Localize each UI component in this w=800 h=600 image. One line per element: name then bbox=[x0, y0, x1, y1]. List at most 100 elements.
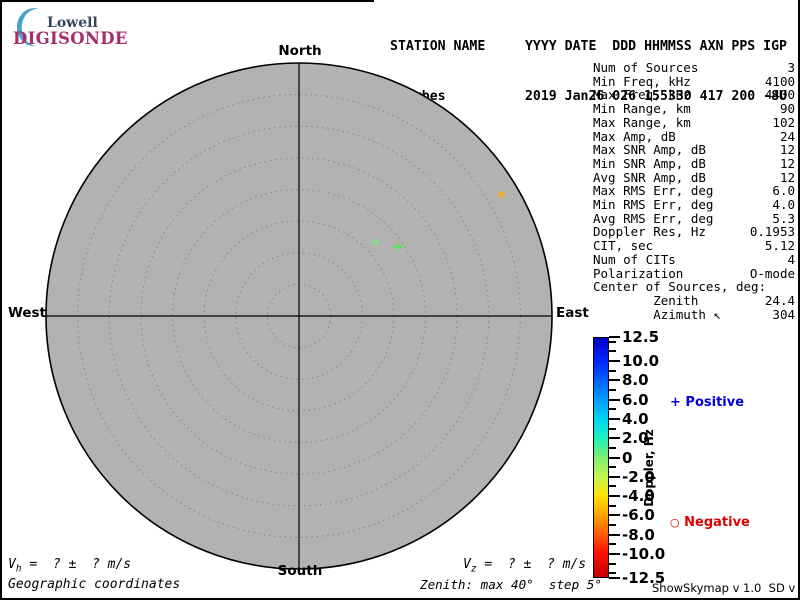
colorbar-minor-tick bbox=[609, 389, 616, 392]
colorbar-major-tick bbox=[609, 379, 620, 382]
vh-symbol: V bbox=[8, 557, 16, 572]
stat-label: Min Freq, kHz bbox=[593, 73, 691, 89]
colorbar-major-tick bbox=[609, 417, 620, 420]
stat-row: CIT, sec 5.12 bbox=[593, 239, 795, 253]
stat-label: Max Freq, kHz bbox=[593, 87, 691, 103]
logo-digisonde: DIGISONDE bbox=[13, 29, 128, 48]
stat-label: Zenith bbox=[593, 292, 699, 308]
stat-row: Max Freq, kHz 4400 bbox=[593, 88, 795, 102]
stat-label: CIT, sec bbox=[593, 238, 654, 254]
stat-row: Zenith 24.4 bbox=[593, 294, 795, 308]
vz-symbol: V bbox=[463, 557, 471, 572]
vz-subscript: z bbox=[470, 563, 477, 575]
vh-value: = ? ± ? m/s bbox=[21, 557, 132, 572]
stat-value: 12 bbox=[779, 169, 795, 185]
stat-label: Max Range, km bbox=[593, 114, 691, 130]
frame-border-right bbox=[798, 0, 800, 600]
stat-label: Doppler Res, Hz bbox=[593, 224, 706, 240]
colorbar-minor-tick bbox=[609, 408, 616, 411]
frame-border-left bbox=[0, 0, 2, 600]
stat-value: O-mode bbox=[749, 265, 795, 281]
colorbar-tick-label: 12.5 bbox=[622, 328, 660, 346]
horizontal-velocity-readout: Vh = ? ± ? m/s bbox=[8, 557, 131, 575]
stat-row: Doppler Res, Hz 0.1953 bbox=[593, 225, 795, 239]
stat-label: Avg SNR Amp, dB bbox=[593, 169, 706, 185]
compass-label-south: South bbox=[277, 563, 323, 579]
stat-value: 4 bbox=[787, 251, 795, 267]
colorbar-minor-tick bbox=[609, 340, 616, 343]
colorbar-major-tick bbox=[609, 336, 620, 338]
colorbar-minor-tick bbox=[609, 562, 616, 565]
stat-row: Azimuth ↖ 304 bbox=[593, 306, 795, 322]
colorbar-major-tick bbox=[609, 577, 620, 579]
legend-positive-label: Positive bbox=[680, 395, 745, 410]
stat-row: Max Range, km 102 bbox=[593, 116, 795, 130]
colorbar-major-tick bbox=[609, 398, 620, 401]
stat-row: Max Amp, dB 24 bbox=[593, 128, 795, 144]
stat-row: Max RMS Err, deg 6.0 bbox=[593, 184, 795, 198]
stat-value: 90 bbox=[779, 101, 795, 117]
stat-row: Min Range, km 90 bbox=[593, 102, 795, 116]
software-version: ShowSkymap v 1.0 SD v 5.1 bbox=[652, 581, 800, 595]
colorbar-tick-label: 2.0 bbox=[622, 429, 649, 448]
stat-value: 24.4 bbox=[764, 292, 795, 308]
logo-lowell: Lowell bbox=[47, 15, 98, 31]
stat-label: Min SNR Amp, dB bbox=[593, 155, 706, 171]
colorbar-major-tick bbox=[609, 533, 620, 536]
stat-value: 4100 bbox=[764, 73, 795, 89]
stat-label: Polarization bbox=[593, 265, 684, 281]
colorbar-tick-label: 0 bbox=[622, 448, 633, 467]
zenith-rings bbox=[77, 94, 521, 538]
stat-label: Num of CITs bbox=[593, 251, 676, 267]
header-columns-line: STATION NAME YYYY DATE DDD HHMMSS AXN PP… bbox=[390, 39, 787, 54]
zenith-ring bbox=[140, 157, 458, 475]
colorbar-minor-tick bbox=[609, 369, 616, 372]
colorbar-minor-tick bbox=[609, 543, 616, 546]
legend-negative-label: Negative bbox=[679, 515, 750, 530]
vz-value: = ? ± ? m/s bbox=[476, 557, 587, 572]
colorbar-tick-label: -10.0 bbox=[622, 544, 666, 563]
circle-marker-icon: ○ bbox=[670, 516, 680, 529]
zenith-ring bbox=[108, 125, 490, 507]
colorbar-major-tick bbox=[609, 437, 620, 440]
stat-value: 0.1953 bbox=[749, 224, 795, 240]
stat-label: Avg RMS Err, deg bbox=[593, 210, 714, 226]
stat-label: Azimuth ↖ bbox=[593, 306, 721, 322]
stat-value: 3 bbox=[787, 60, 795, 75]
stat-label: Min RMS Err, deg bbox=[593, 197, 714, 213]
colorbar-minor-tick bbox=[609, 523, 616, 526]
legend-negative: ○ Negative bbox=[670, 515, 750, 530]
compass-label-east: East bbox=[556, 305, 589, 321]
colorbar-minor-tick bbox=[609, 504, 616, 507]
stat-row: Center of Sources, deg: bbox=[593, 280, 795, 294]
colorbar-major-tick bbox=[609, 360, 620, 363]
stat-value: 304 bbox=[772, 306, 795, 322]
stats-panel: Num of Sources 3 Min Freq, kHz 4100 Max Freq… bbox=[593, 61, 795, 321]
stat-label: Center of Sources, deg: bbox=[593, 279, 767, 295]
stat-value: 4.0 bbox=[772, 197, 795, 213]
source-point bbox=[497, 191, 505, 198]
colorbar-minor-tick bbox=[609, 572, 616, 575]
colorbar-tick-label: 6.0 bbox=[622, 390, 649, 409]
plus-marker-icon: + bbox=[670, 395, 681, 410]
stat-row: Num of Sources 3 bbox=[593, 61, 795, 75]
zenith-ring bbox=[266, 283, 332, 349]
stat-row: Max SNR Amp, dB 12 bbox=[593, 143, 795, 157]
skymap-disk bbox=[45, 62, 553, 570]
stat-value: 6.0 bbox=[772, 183, 795, 199]
compass-label-west: West bbox=[7, 305, 46, 321]
colorbar-tick-label: -12.5 bbox=[622, 569, 666, 587]
colorbar-major-tick bbox=[609, 514, 620, 517]
stat-value: 102 bbox=[772, 114, 795, 130]
station-header: STATION NAME YYYY DATE DDD HHMMSS AXN PP… bbox=[390, 6, 787, 138]
legend-positive: + Positive bbox=[670, 395, 744, 410]
zenith-ring bbox=[172, 189, 426, 443]
frame-border-bottom bbox=[0, 598, 800, 600]
stat-value: 24 bbox=[779, 128, 795, 144]
stat-row: Polarization O-mode bbox=[593, 265, 795, 281]
stat-label: Max RMS Err, deg bbox=[593, 183, 714, 199]
colorbar-minor-tick bbox=[609, 485, 616, 488]
colorbar-major-tick bbox=[609, 552, 620, 555]
colorbar-gradient bbox=[593, 337, 609, 578]
crescent-path bbox=[16, 8, 39, 47]
